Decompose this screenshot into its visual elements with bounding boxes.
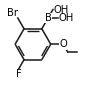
Text: Br: Br — [7, 8, 18, 18]
Text: F: F — [16, 69, 22, 79]
Text: O: O — [59, 39, 67, 49]
Text: OH: OH — [53, 5, 69, 15]
Text: OH: OH — [58, 13, 74, 23]
Text: B: B — [45, 13, 52, 23]
